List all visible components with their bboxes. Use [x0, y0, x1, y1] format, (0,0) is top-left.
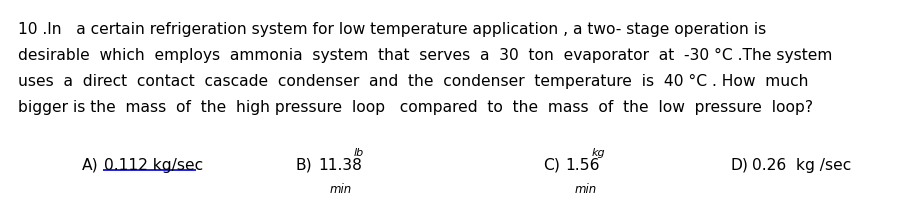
Text: uses  a  direct  contact  cascade  condenser  and  the  condenser  temperature  : uses a direct contact cascade condenser … — [18, 74, 809, 89]
Text: kg: kg — [592, 148, 606, 158]
Text: lb: lb — [354, 148, 364, 158]
Text: D): D) — [730, 158, 748, 173]
Text: A): A) — [82, 158, 99, 173]
Text: 0.26  kg /sec: 0.26 kg /sec — [752, 158, 851, 173]
Text: min: min — [575, 183, 597, 196]
Text: 1.56: 1.56 — [565, 158, 599, 173]
Text: 10 .In   a certain refrigeration system for low temperature application , a two-: 10 .In a certain refrigeration system fo… — [18, 22, 766, 37]
Text: min: min — [330, 183, 352, 196]
Text: 11.38: 11.38 — [318, 158, 361, 173]
Text: bigger is the  mass  of  the  high pressure  loop   compared  to  the  mass  of : bigger is the mass of the high pressure … — [18, 100, 813, 115]
Text: desirable  which  employs  ammonia  system  that  serves  a  30  ton  evaporator: desirable which employs ammonia system t… — [18, 48, 833, 63]
Text: C): C) — [543, 158, 560, 173]
Text: 0.112 kg/sec: 0.112 kg/sec — [104, 158, 203, 173]
Text: B): B) — [295, 158, 312, 173]
